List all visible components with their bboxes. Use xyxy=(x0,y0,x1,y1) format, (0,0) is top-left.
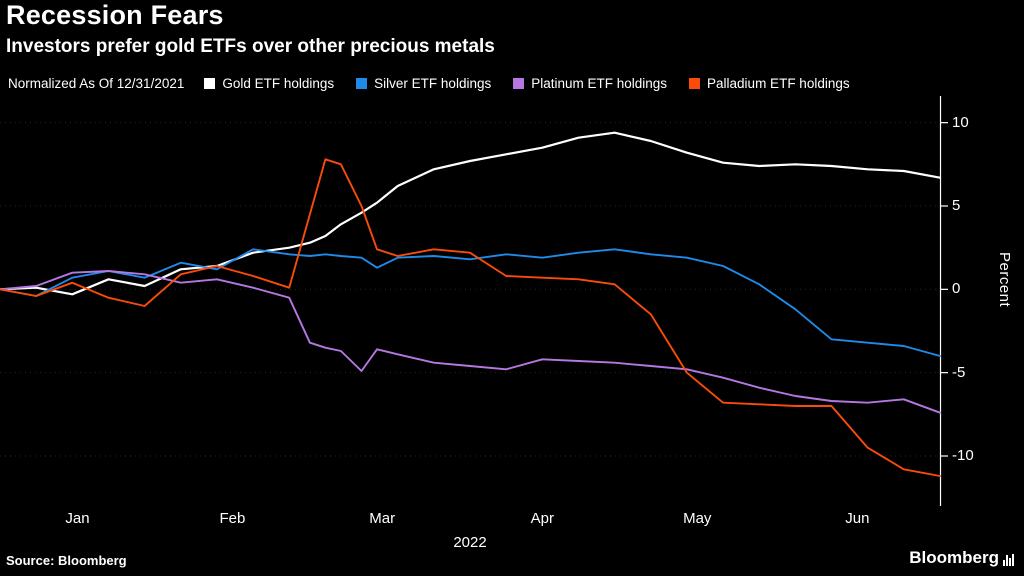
bloomberg-logo-text: Bloomberg xyxy=(909,548,999,567)
y-tick-label-0: 0 xyxy=(952,280,961,298)
page-subtitle: Investors prefer gold ETFs over other pr… xyxy=(6,36,495,57)
legend-item-palladium: Palladium ETF holdings xyxy=(689,76,850,91)
x-tick-label-may: May xyxy=(683,510,712,527)
series-line-silver xyxy=(0,248,941,357)
page-title: Recession Fears xyxy=(6,0,224,30)
x-tick-label-mar: Mar xyxy=(369,510,396,527)
y-axis-title: Percent xyxy=(996,252,1013,308)
platinum-swatch-icon xyxy=(513,78,525,89)
legend-item-platinum: Platinum ETF holdings xyxy=(513,76,667,91)
legend-note: Normalized As Of 12/31/2021 xyxy=(8,76,185,91)
gold-swatch-icon xyxy=(204,78,216,89)
legend-label-platinum: Platinum ETF holdings xyxy=(531,76,668,91)
x-tick-label-feb: Feb xyxy=(219,510,246,527)
legend-items: Gold ETF holdings Silver ETF holdings Plat… xyxy=(204,76,850,91)
line-chart-canvas xyxy=(0,96,948,506)
silver-swatch-icon xyxy=(356,78,368,89)
series-line-platinum xyxy=(0,270,941,414)
x-tick-label-apr: Apr xyxy=(530,510,554,527)
legend-label-gold: Gold ETF holdings xyxy=(222,76,335,91)
legend: Normalized As Of 12/31/2021 Gold ETF hol… xyxy=(8,76,850,91)
legend-label-palladium: Palladium ETF holdings xyxy=(707,76,850,91)
y-tick-label-10: 10 xyxy=(952,113,969,131)
plot-area: 10 5 0 -5 -10 Jan Feb Mar Apr May Jun Percent 202… xyxy=(0,96,1024,551)
legend-item-silver: Silver ETF holdings xyxy=(356,76,491,91)
x-tick-label-jun: Jun xyxy=(845,510,870,527)
bloomberg-logo: Bloomberg xyxy=(909,548,1014,568)
source-attribution: Source: Bloomberg xyxy=(6,553,127,568)
series-line-palladium xyxy=(0,158,941,477)
bloomberg-bars-icon xyxy=(1003,553,1014,568)
y-tick-label--5: -5 xyxy=(952,363,966,381)
y-tick-label-5: 5 xyxy=(952,197,961,214)
y-tick-label--10: -10 xyxy=(952,447,974,464)
legend-item-gold: Gold ETF holdings xyxy=(204,76,334,91)
series-line-gold xyxy=(0,131,942,296)
palladium-swatch-icon xyxy=(689,78,701,89)
x-axis-year-label: 2022 xyxy=(453,534,487,551)
legend-label-silver: Silver ETF holdings xyxy=(374,76,492,91)
x-tick-label-jan: Jan xyxy=(65,510,90,527)
